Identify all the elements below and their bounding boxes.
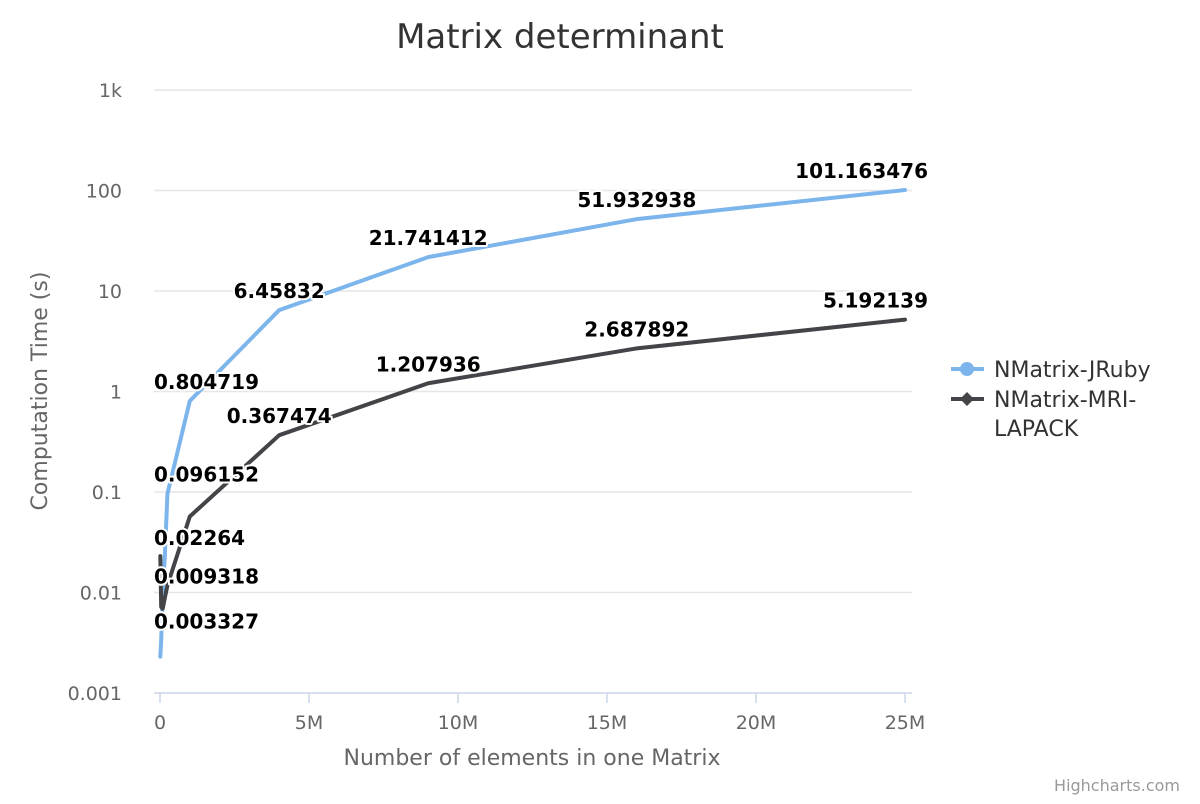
y-tick-label: 100 bbox=[86, 181, 122, 203]
data-label: 0.003327 bbox=[154, 610, 259, 634]
data-label: 5.192139 bbox=[823, 289, 928, 313]
chart-title: Matrix determinant bbox=[396, 17, 724, 57]
data-label: 0.367474 bbox=[227, 404, 332, 428]
data-label: 0.804719 bbox=[154, 370, 259, 394]
gridlines bbox=[154, 89, 912, 594]
data-label: 0.009318 bbox=[154, 565, 259, 589]
data-label: 0.02264 bbox=[154, 526, 245, 550]
legend-item-0[interactable]: NMatrix-JRuby bbox=[951, 358, 1151, 383]
y-tick-label: 0.001 bbox=[68, 683, 122, 705]
legend: NMatrix-JRuby NMatrix-MRI- LAPACK bbox=[951, 358, 1151, 442]
y-axis-title: Computation Time (s) bbox=[28, 272, 53, 511]
y-tick-label: 0.1 bbox=[92, 482, 122, 504]
x-tick-label: 20M bbox=[736, 712, 777, 734]
legend-item-1[interactable]: NMatrix-MRI- LAPACK bbox=[951, 388, 1136, 442]
legend-circle-marker bbox=[960, 362, 974, 376]
data-label: 2.687892 bbox=[584, 317, 689, 341]
data-label: 51.932938 bbox=[577, 188, 696, 212]
x-axis-ticks: 0 5M 10M 15M 20M 25M bbox=[154, 693, 925, 734]
data-label: 101.163476 bbox=[795, 159, 928, 183]
y-tick-label: 10 bbox=[98, 281, 122, 303]
x-tick-label: 15M bbox=[587, 712, 628, 734]
x-tick-label: 25M bbox=[885, 712, 926, 734]
series-line-0[interactable] bbox=[158, 188, 907, 659]
x-axis-title: Number of elements in one Matrix bbox=[344, 746, 721, 771]
y-tick-label: 0.01 bbox=[80, 583, 122, 605]
legend-label: NMatrix-MRI- bbox=[994, 388, 1136, 413]
data-labels: 0.003327 0.009318 0.02264 0.096152 0.804719 6… bbox=[152, 157, 930, 636]
data-label: 6.45832 bbox=[234, 279, 325, 303]
data-label: 21.741412 bbox=[369, 226, 488, 250]
legend-label: NMatrix-JRuby bbox=[994, 358, 1151, 383]
y-tick-label: 1 bbox=[110, 382, 122, 404]
legend-label: LAPACK bbox=[994, 417, 1079, 442]
series-lines bbox=[158, 188, 907, 659]
legend-diamond-marker bbox=[960, 392, 974, 406]
y-axis-ticks: 0.001 0.01 0.1 1 10 100 1k bbox=[68, 80, 122, 705]
x-tick-label: 10M bbox=[438, 712, 479, 734]
credits-text[interactable]: Highcharts.com bbox=[1054, 776, 1180, 795]
data-label: 0.096152 bbox=[154, 463, 259, 487]
x-tick-label: 5M bbox=[295, 712, 323, 734]
x-tick-label: 0 bbox=[154, 712, 166, 734]
series-line-1[interactable] bbox=[158, 317, 907, 611]
y-tick-label: 1k bbox=[99, 80, 122, 102]
data-label: 1.207936 bbox=[376, 352, 481, 376]
